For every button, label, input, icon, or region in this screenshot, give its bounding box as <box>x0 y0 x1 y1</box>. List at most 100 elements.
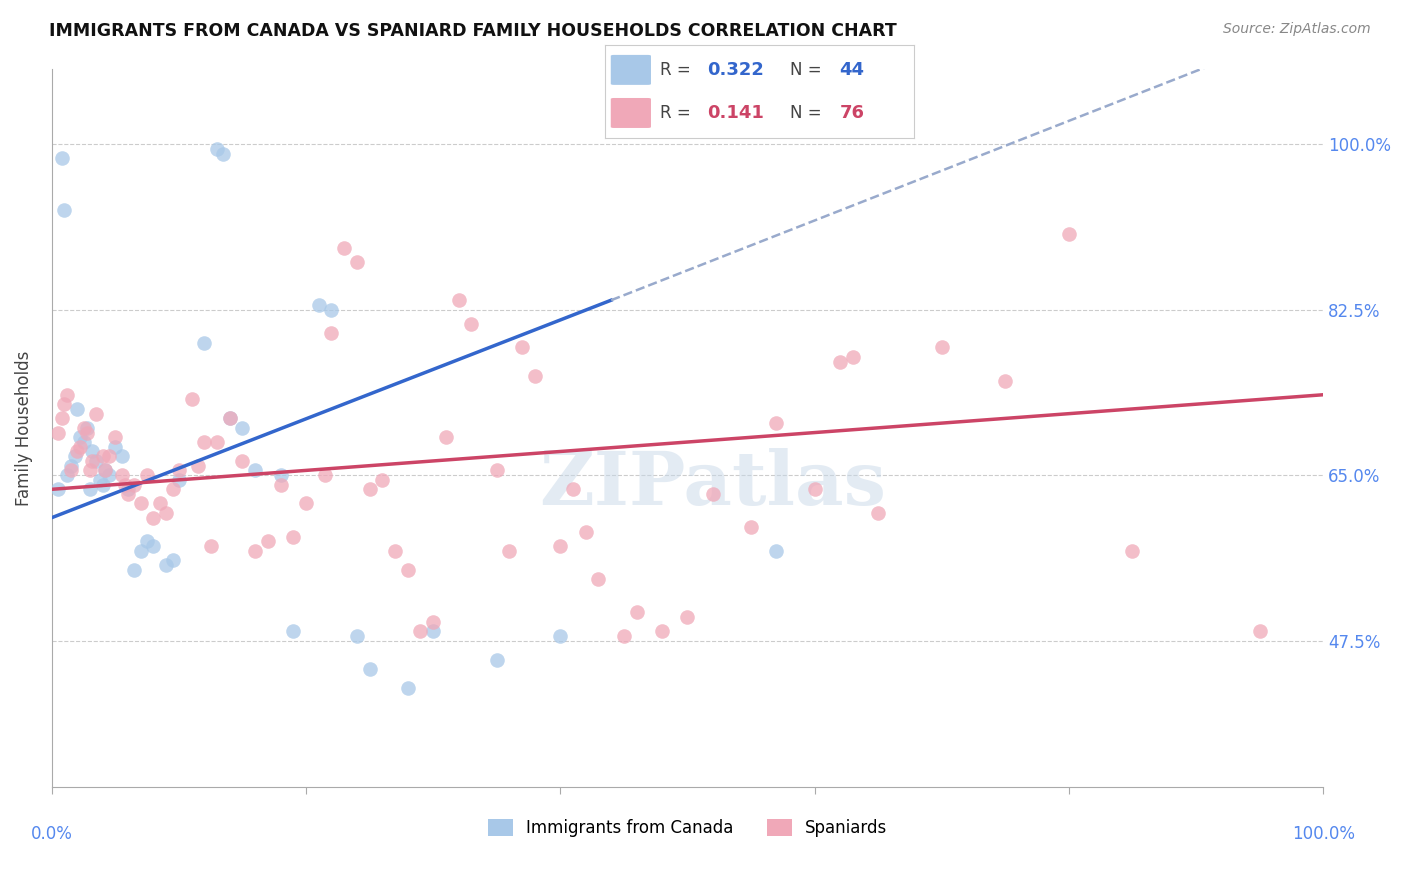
Text: N =: N = <box>790 104 827 122</box>
Point <box>218 411 240 425</box>
Point <box>283 624 305 639</box>
Point <box>56 468 79 483</box>
Point <box>702 487 724 501</box>
Point <box>422 615 444 629</box>
Point <box>193 335 215 350</box>
Text: 0.0%: 0.0% <box>31 825 73 843</box>
Text: ZIPatlas: ZIPatlas <box>540 448 886 521</box>
Point <box>97 468 120 483</box>
Point <box>562 483 585 497</box>
Point <box>409 624 432 639</box>
Point <box>931 341 953 355</box>
FancyBboxPatch shape <box>610 55 651 85</box>
Point <box>136 534 159 549</box>
Point <box>89 473 111 487</box>
Point <box>396 681 419 695</box>
Point <box>485 463 508 477</box>
Point <box>79 463 101 477</box>
Point <box>447 293 470 308</box>
Point <box>104 430 127 444</box>
Point <box>676 610 699 624</box>
Point <box>270 477 292 491</box>
Point <box>111 449 134 463</box>
Point <box>76 421 98 435</box>
Point <box>510 341 533 355</box>
Text: R =: R = <box>661 61 696 78</box>
Point <box>314 468 336 483</box>
Point <box>124 477 146 491</box>
Text: 44: 44 <box>839 61 865 78</box>
Point <box>765 543 787 558</box>
Point <box>162 483 184 497</box>
Point <box>231 421 253 435</box>
Point <box>321 326 343 341</box>
Point <box>84 454 107 468</box>
Point <box>82 454 104 468</box>
Text: R =: R = <box>661 104 702 122</box>
Point <box>765 416 787 430</box>
Text: 100.0%: 100.0% <box>1292 825 1354 843</box>
Text: N =: N = <box>790 61 827 78</box>
Point <box>91 449 114 463</box>
Point <box>868 506 890 520</box>
Point <box>485 652 508 666</box>
Point <box>200 539 222 553</box>
Point <box>53 203 76 218</box>
Point <box>1249 624 1271 639</box>
Text: 76: 76 <box>839 104 865 122</box>
Point <box>136 468 159 483</box>
Point <box>626 605 648 619</box>
Point <box>84 407 107 421</box>
Point <box>129 543 152 558</box>
Point <box>359 483 381 497</box>
Point <box>396 563 419 577</box>
Point <box>187 458 209 473</box>
Point <box>243 543 266 558</box>
Point <box>346 255 368 269</box>
Point <box>257 534 280 549</box>
Text: IMMIGRANTS FROM CANADA VS SPANIARD FAMILY HOUSEHOLDS CORRELATION CHART: IMMIGRANTS FROM CANADA VS SPANIARD FAMIL… <box>49 22 897 40</box>
Point <box>1121 543 1143 558</box>
Point <box>588 572 610 586</box>
Point <box>76 425 98 440</box>
Point <box>97 449 120 463</box>
Point <box>149 496 172 510</box>
Point <box>205 142 228 156</box>
Point <box>180 392 202 407</box>
Point <box>111 468 134 483</box>
Point <box>460 317 482 331</box>
Point <box>434 430 457 444</box>
Point <box>651 624 673 639</box>
Point <box>231 454 253 468</box>
Point <box>142 510 165 524</box>
Point <box>66 444 89 458</box>
Point <box>270 468 292 483</box>
Point <box>94 463 117 477</box>
Point <box>193 435 215 450</box>
Point <box>212 146 235 161</box>
Point <box>69 440 91 454</box>
Point <box>575 524 598 539</box>
Y-axis label: Family Households: Family Households <box>15 351 32 506</box>
Point <box>66 401 89 416</box>
Point <box>828 354 851 368</box>
Point <box>129 496 152 510</box>
Point <box>422 624 444 639</box>
Point <box>994 374 1017 388</box>
Point <box>803 483 825 497</box>
Point <box>550 539 572 553</box>
Point <box>114 477 136 491</box>
Point <box>124 563 146 577</box>
Legend: Immigrants from Canada, Spaniards: Immigrants from Canada, Spaniards <box>481 812 894 844</box>
Point <box>63 449 86 463</box>
Point <box>167 463 190 477</box>
Text: 0.322: 0.322 <box>707 61 763 78</box>
Point <box>82 444 104 458</box>
Point <box>1057 227 1080 241</box>
Point <box>142 539 165 553</box>
Point <box>162 553 184 567</box>
Point <box>155 506 177 520</box>
Point <box>167 473 190 487</box>
Point <box>613 629 636 643</box>
Point <box>218 411 240 425</box>
